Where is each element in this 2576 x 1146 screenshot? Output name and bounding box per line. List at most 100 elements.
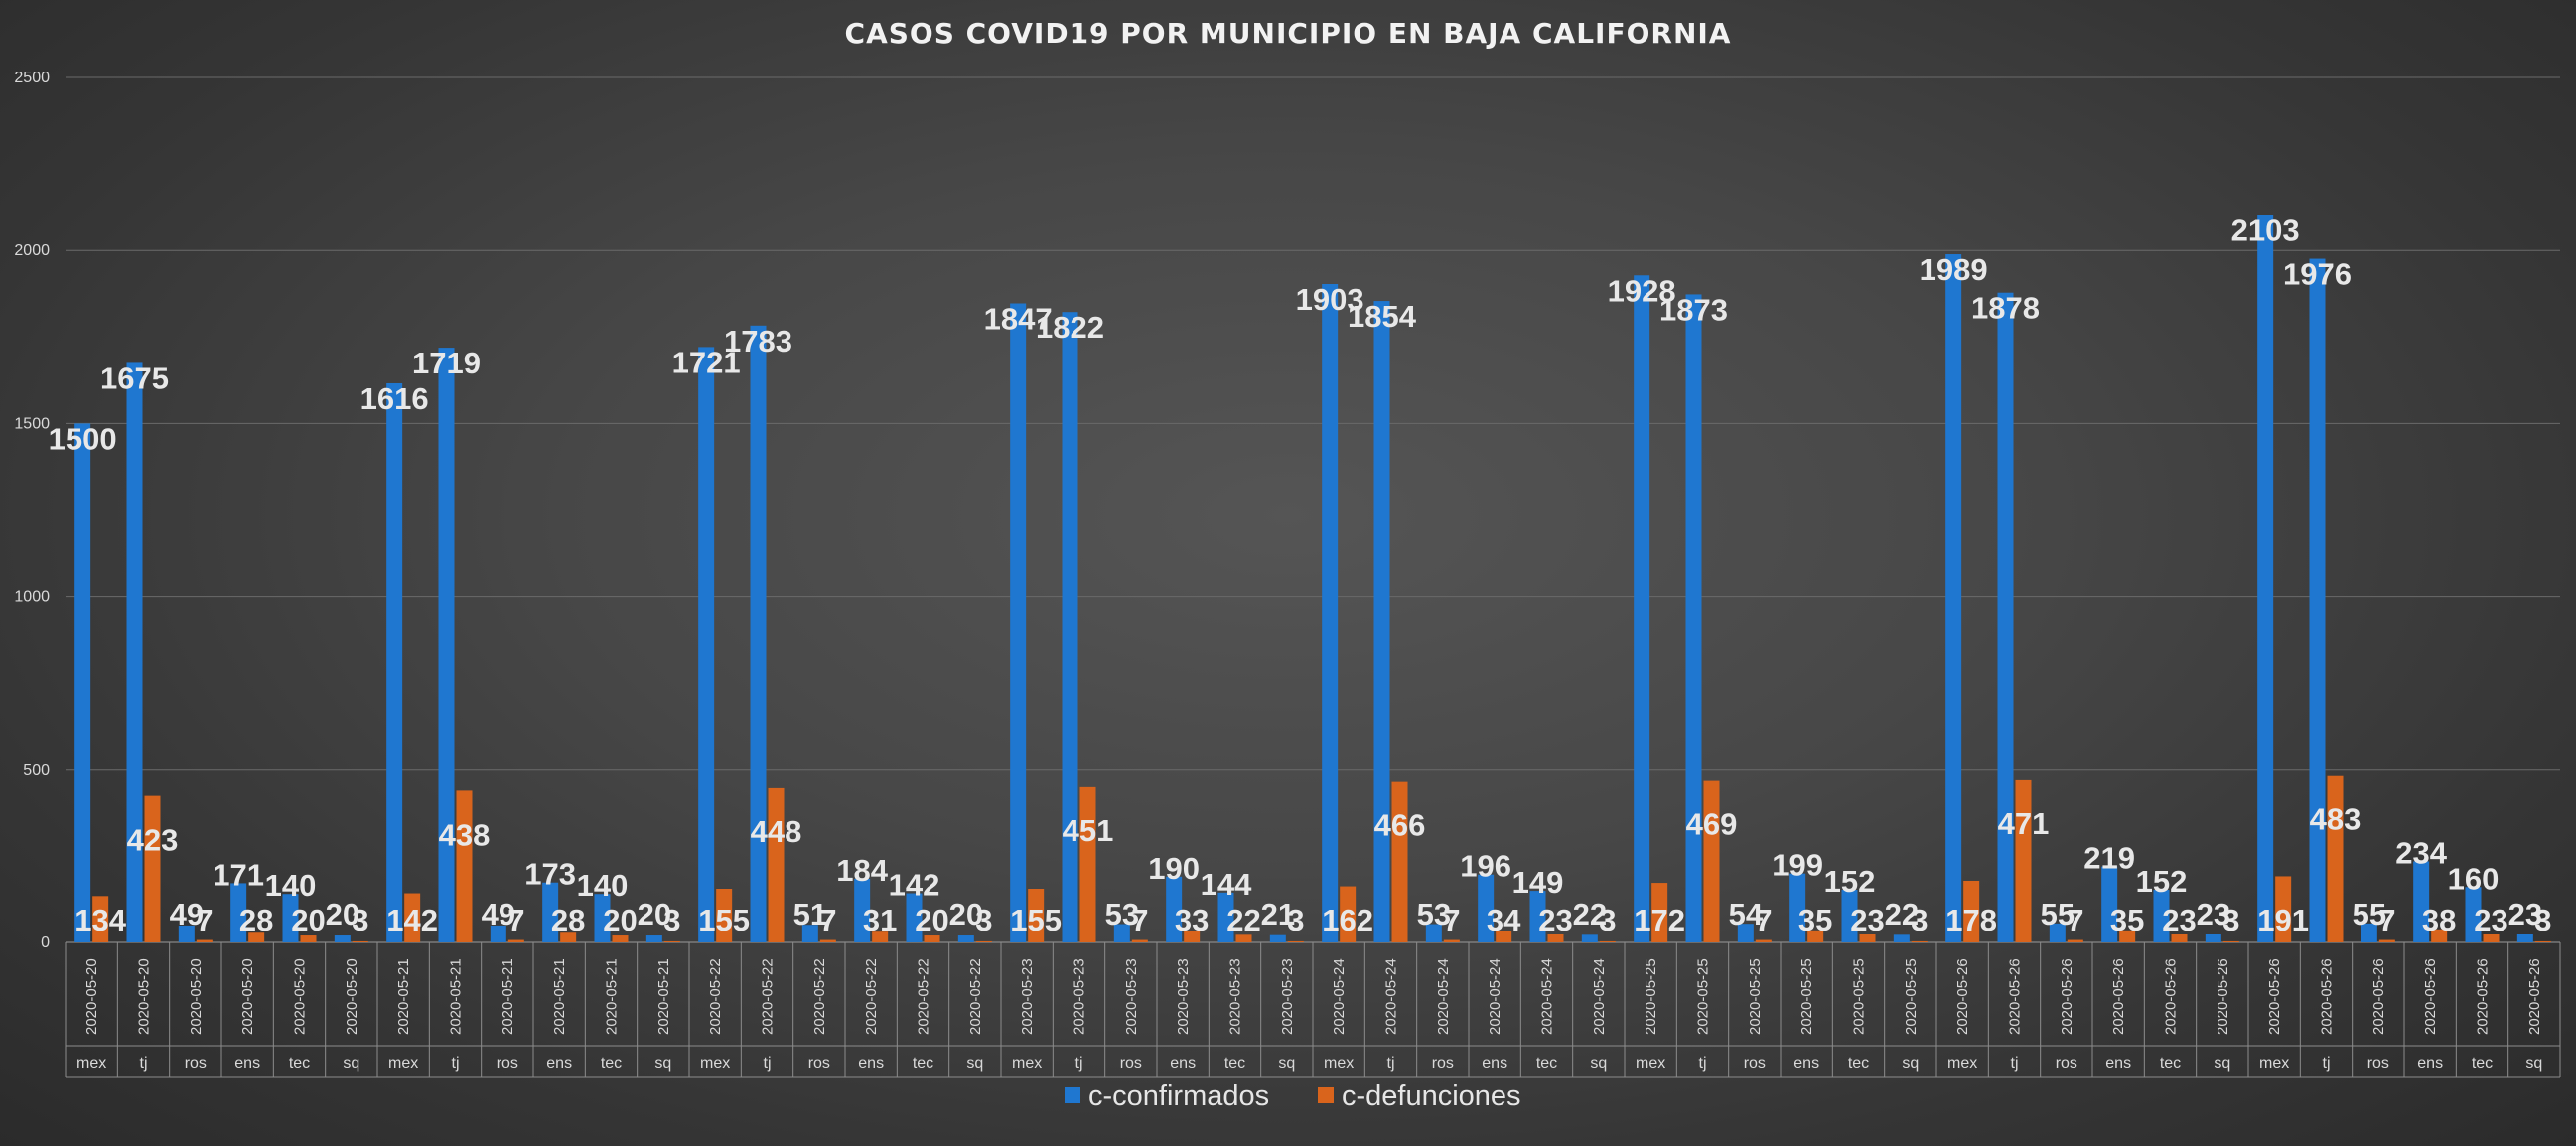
data-label-confirmados: 140 (265, 868, 317, 903)
x-tick-date: 2020-05-20 (136, 958, 153, 1035)
data-label-confirmados: 49 (170, 897, 204, 931)
bar-confirmados (386, 382, 403, 942)
x-tick-municipio: ens (1793, 1055, 1819, 1072)
bar-confirmados (2413, 861, 2430, 942)
x-tick-municipio: tj (1699, 1055, 1707, 1072)
x-tick-date: 2020-05-20 (292, 958, 309, 1035)
data-label-defunciones: 20 (603, 903, 637, 937)
data-label-defunciones: 31 (863, 903, 897, 937)
bar-defunciones (1028, 888, 1045, 942)
data-label-confirmados: 55 (2353, 897, 2386, 931)
bar-defunciones (1911, 940, 1928, 942)
bar-defunciones (1859, 933, 1876, 942)
data-label-confirmados: 23 (2508, 897, 2542, 931)
y-tick-label: 1000 (14, 589, 50, 606)
bar-defunciones (352, 940, 368, 942)
x-tick-municipio: mex (1324, 1055, 1354, 1072)
bar-confirmados (2361, 923, 2377, 942)
x-tick-date: 2020-05-26 (2526, 958, 2543, 1035)
x-tick-municipio: ros (497, 1055, 518, 1072)
bar-defunciones (196, 939, 213, 942)
bar-defunciones (1496, 931, 1512, 942)
x-tick-municipio: tj (452, 1055, 460, 1072)
data-label-defunciones: 7 (819, 903, 836, 937)
bar-confirmados (1945, 254, 1962, 942)
data-label-confirmados: 1976 (2283, 257, 2352, 292)
data-label-confirmados: 1675 (100, 360, 169, 395)
data-label-defunciones: 469 (1686, 807, 1738, 842)
bar-defunciones (2534, 940, 2551, 942)
bar-confirmados (1269, 934, 1286, 942)
data-label-confirmados: 219 (2083, 841, 2135, 876)
data-label-defunciones: 23 (1538, 903, 1572, 937)
bar-defunciones (2483, 933, 2500, 942)
x-tick-municipio: tj (764, 1055, 772, 1072)
x-tick-date: 2020-05-25 (1798, 958, 1815, 1035)
bar-confirmados (126, 362, 143, 942)
x-tick-date: 2020-05-20 (239, 958, 256, 1035)
data-label-defunciones: 438 (439, 817, 491, 852)
data-label-defunciones: 178 (1945, 903, 1997, 937)
bar-defunciones (92, 896, 109, 942)
data-label-defunciones: 191 (2257, 903, 2309, 937)
data-label-confirmados: 160 (2448, 861, 2500, 896)
bar-confirmados (1634, 275, 1650, 942)
bar-defunciones (975, 940, 992, 942)
data-label-defunciones: 20 (915, 903, 948, 937)
x-axis: 2020-05-20 mex 2020-05-20 tj 2020-05-20 ros 20… (65, 942, 2561, 1078)
bar-defunciones (768, 787, 785, 942)
x-tick-date: 2020-05-26 (2059, 958, 2075, 1035)
data-label-defunciones: 155 (698, 903, 750, 937)
data-label-confirmados: 1822 (1036, 310, 1104, 345)
x-tick-date: 2020-05-26 (2266, 958, 2283, 1035)
data-label-confirmados: 22 (1573, 897, 1607, 931)
data-label-confirmados: 55 (2041, 897, 2075, 931)
bar-defunciones (663, 940, 680, 942)
bar-confirmados (2153, 890, 2170, 942)
x-tick-municipio: tec (601, 1055, 622, 1072)
data-label-defunciones: 33 (1175, 903, 1209, 937)
data-label-defunciones: 7 (2378, 903, 2395, 937)
data-label-defunciones: 35 (2110, 903, 2144, 937)
bar-confirmados (2516, 933, 2533, 942)
bar-confirmados (906, 893, 923, 942)
bar-defunciones (1547, 933, 1564, 942)
x-tick-municipio: sq (654, 1055, 671, 1072)
y-tick-label: 2500 (14, 70, 50, 86)
legend-swatch (1318, 1087, 1334, 1103)
x-tick-date: 2020-05-26 (2422, 958, 2439, 1035)
x-tick-date: 2020-05-24 (1539, 958, 1556, 1035)
data-label-defunciones: 134 (74, 903, 126, 937)
x-tick-date: 2020-05-26 (2475, 958, 2492, 1035)
data-label-confirmados: 1719 (412, 346, 481, 380)
x-tick-municipio: tec (1224, 1055, 1245, 1072)
x-tick-municipio: sq (2525, 1055, 2542, 1072)
x-tick-date: 2020-05-26 (2370, 958, 2387, 1035)
data-label-defunciones: 23 (2162, 903, 2196, 937)
x-tick-date: 2020-05-25 (1851, 958, 1868, 1035)
data-label-confirmados: 22 (1885, 897, 1919, 931)
data-label-confirmados: 1847 (984, 302, 1053, 337)
data-label-confirmados: 1783 (724, 324, 792, 358)
bar-confirmados (957, 935, 974, 942)
x-tick-municipio: ens (1482, 1055, 1507, 1072)
bar-confirmados (1478, 874, 1495, 942)
bar-confirmados (178, 925, 195, 942)
x-tick-municipio: sq (2214, 1055, 2230, 1072)
data-label-confirmados: 49 (482, 897, 515, 931)
data-label-confirmados: 1928 (1608, 273, 1676, 308)
x-tick-municipio: mex (1947, 1055, 1977, 1072)
bar-defunciones (1807, 930, 1824, 942)
data-label-defunciones: 3 (2222, 903, 2239, 937)
bar-confirmados (334, 935, 351, 942)
data-label-defunciones: 3 (975, 903, 992, 937)
data-label-defunciones: 451 (1063, 813, 1114, 848)
data-label-confirmados: 196 (1460, 849, 1511, 884)
data-label-confirmados: 152 (2136, 864, 2188, 899)
data-label-defunciones: 471 (1998, 806, 2050, 841)
data-label-confirmados: 1500 (49, 421, 117, 456)
bar-defunciones (456, 790, 473, 942)
data-label-defunciones: 142 (386, 903, 438, 937)
data-label-confirmados: 20 (326, 897, 359, 931)
